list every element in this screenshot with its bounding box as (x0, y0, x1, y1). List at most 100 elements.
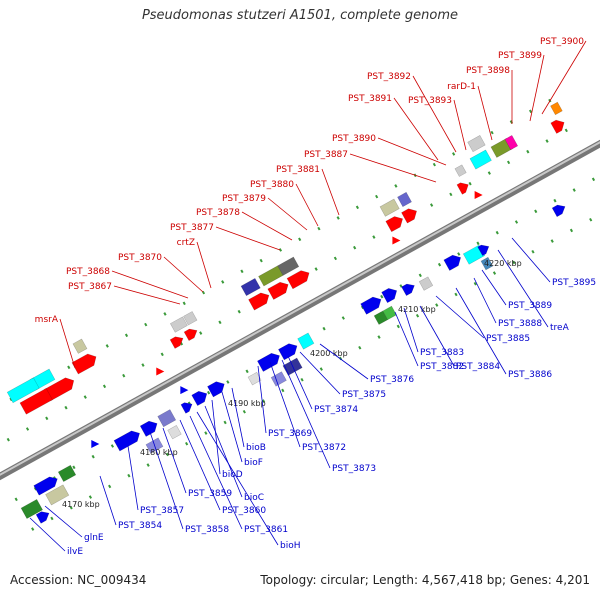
kbp-tick-label: 4220 kbp (484, 259, 522, 268)
label-leader-line (196, 241, 212, 289)
label-leader-line (59, 318, 76, 369)
map-layer: 4170 kbp 4180 kbp 4190 kbp 4200 kbp 4210 kbp… (0, 37, 600, 557)
gene-feature (20, 499, 43, 519)
strand-guide-dot (165, 452, 169, 457)
gene-label: glnE (84, 533, 104, 543)
feature-marker (180, 386, 189, 395)
gene-label: crtZ (177, 238, 195, 248)
gene-label: PST_3881 (276, 165, 320, 175)
strand-guide-dot (160, 352, 164, 357)
gene-feature (257, 353, 280, 372)
strand-guide-dot (14, 497, 18, 502)
label-leader-line (44, 505, 83, 538)
strand-guide-dot (25, 427, 30, 431)
label-leader-line (455, 287, 507, 375)
gene-feature (167, 425, 182, 440)
strand-guide-dot (226, 380, 230, 384)
gene-feature (248, 292, 270, 311)
gene-label: PST_3893 (408, 96, 452, 106)
gene-label: ilvE (67, 547, 83, 557)
strand-guide-dot (50, 516, 54, 521)
strand-guide-dot (564, 128, 568, 133)
gene-feature (477, 244, 490, 257)
strand-guide-dot (473, 281, 477, 286)
gene-label: PST_3858 (185, 525, 229, 535)
strand-guide-dot (589, 217, 593, 222)
strand-guide-dot (64, 405, 68, 410)
gene-feature (113, 430, 140, 452)
gene-label: bioF (244, 458, 263, 468)
gene-feature (139, 420, 158, 437)
strand-guide-dot (242, 409, 246, 414)
label-leader-line (412, 75, 457, 153)
gene-feature (191, 391, 208, 407)
strand-guide-dot (509, 120, 513, 124)
strand-guide-dot (300, 377, 304, 382)
gene-feature (360, 296, 382, 315)
gene-label: PST_3889 (508, 301, 552, 311)
label-leader-line (349, 153, 437, 183)
strand-guide-dot (526, 149, 530, 154)
strand-guide-dot (430, 203, 434, 207)
strand-guide-dot (31, 527, 35, 531)
strand-guide-dot (237, 309, 241, 314)
gene-feature (401, 208, 417, 224)
label-leader-line (435, 295, 485, 339)
label-leader-line (497, 249, 549, 328)
strand-guide-dot (141, 363, 145, 367)
label-leader-line (453, 99, 467, 151)
label-leader-line (473, 277, 497, 324)
strand-guide-dot (105, 344, 109, 348)
gene-label: PST_3882 (420, 362, 464, 372)
strand-guide-dot (182, 301, 186, 306)
strand-guide-dot (495, 230, 499, 235)
label-leader-line (511, 237, 551, 283)
label-leader-line (215, 226, 281, 251)
accession-label: Accession: NC_009434 (10, 573, 147, 587)
strand-guide-dot (91, 454, 95, 459)
gene-feature (169, 336, 184, 349)
label-leader-line (529, 54, 545, 122)
gene-label: PST_3898 (466, 66, 510, 76)
label-leader-line (241, 211, 293, 241)
gene-label: treA (550, 323, 570, 333)
gene-label: PST_3872 (302, 443, 346, 453)
gene-label: rarD-1 (447, 82, 476, 92)
gene-feature (469, 149, 492, 170)
strand-guide-dot (492, 271, 497, 275)
strand-guide-dot (512, 260, 516, 265)
gene-feature (240, 278, 261, 297)
label-leader-line (403, 307, 419, 353)
strand-guide-dot (204, 431, 208, 435)
gene-label: PST_3878 (196, 208, 240, 218)
gene-label: PST_3890 (332, 134, 376, 144)
gene-label: PST_3867 (68, 282, 112, 292)
gene-label: PST_3860 (222, 506, 266, 516)
strand-guide-dot (336, 216, 340, 220)
strand-guide-dot (223, 420, 227, 425)
gene-feature (72, 338, 88, 354)
strand-guide-dot (221, 280, 225, 284)
gene-label: PST_3854 (118, 521, 162, 531)
label-leader-line (541, 40, 587, 115)
gene-feature (381, 288, 398, 304)
gene-label: PST_3876 (370, 375, 414, 385)
label-leader-line (99, 475, 117, 526)
label-leader-line (299, 351, 341, 395)
map-title: Pseudomonas stutzeri A1501, complete gen… (141, 8, 459, 23)
gene-label: PST_3900 (540, 37, 584, 47)
strand-guide-dot (144, 322, 148, 327)
label-leader-line (211, 399, 221, 475)
gene-feature (157, 409, 177, 428)
gene-feature (277, 256, 300, 276)
label-leader-line (162, 427, 187, 494)
gene-feature (379, 198, 400, 217)
strand-guide-dot (163, 312, 167, 316)
label-leader-line (477, 85, 493, 141)
strand-guide-dot (468, 181, 472, 186)
kbp-tick-label: 4210 kbp (398, 305, 436, 314)
gene-label: PST_3887 (304, 150, 348, 160)
gene-feature (19, 388, 53, 415)
gene-feature (247, 371, 262, 386)
gene-feature (480, 256, 494, 271)
